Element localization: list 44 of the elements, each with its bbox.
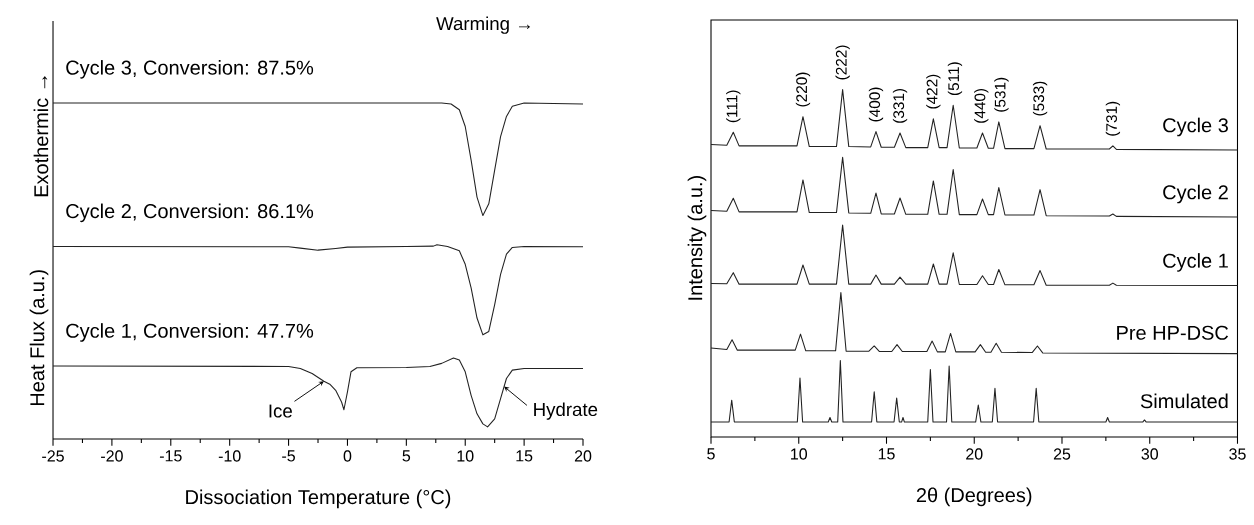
annotation: (422) xyxy=(926,74,941,109)
x-tick-label: 25 xyxy=(1053,448,1071,460)
annotation: (533) xyxy=(1032,81,1048,116)
x-tick-label: -20 xyxy=(101,450,123,462)
annotation: Ice xyxy=(269,404,292,418)
y-axis-title: Intensity (a.u.) xyxy=(687,176,707,300)
annotation: (220) xyxy=(795,72,811,107)
x-tick-label: 20 xyxy=(966,448,983,460)
series-label: Cycle 1 xyxy=(1163,253,1228,272)
x-axis-title: 2θ (Degrees) xyxy=(916,487,1032,507)
x-tick-label: -15 xyxy=(159,450,182,462)
x-tick-label: 15 xyxy=(516,450,533,462)
series-label: Simulated xyxy=(1140,393,1228,409)
annotation: Hydrate xyxy=(534,402,598,420)
x-tick-label: 30 xyxy=(1141,448,1159,460)
x-tick-label: -5 xyxy=(282,450,295,462)
x-tick-label: 10 xyxy=(791,448,808,460)
x-tick-label: -25 xyxy=(42,450,64,462)
series-label: Cycle 2 xyxy=(1163,184,1228,204)
x-tick-label: 5 xyxy=(402,450,411,462)
x-tick-label: 5 xyxy=(707,448,715,460)
series-label: Pre HP-DSC xyxy=(1117,325,1229,340)
x-tick-label: 15 xyxy=(878,448,895,460)
series-label: Cycle 3, Conversion: 87.5% xyxy=(66,60,314,79)
annotation: (331) xyxy=(892,88,908,123)
x-tick-label: 0 xyxy=(343,450,352,462)
series-label: Cycle 1, Conversion: 47.7% xyxy=(66,323,314,342)
annotation: (731) xyxy=(1105,101,1121,136)
x-tick-label: 10 xyxy=(457,450,474,462)
y-axis-title: Heat Flux (a.u.) xyxy=(29,270,49,406)
annotation: (511) xyxy=(947,62,963,96)
text: Exothermic → xyxy=(33,76,49,197)
series-label: Cycle 2, Conversion: 86.1% xyxy=(66,203,314,223)
annotation: (400) xyxy=(868,87,884,122)
series-label: Cycle 3 xyxy=(1163,117,1228,137)
annotation: (111) xyxy=(726,90,741,123)
text: Warming → xyxy=(436,16,531,34)
x-tick-label: 35 xyxy=(1229,448,1246,460)
x-tick-label: -10 xyxy=(218,450,241,462)
annotation: (222) xyxy=(835,45,850,80)
x-axis-title: Dissociation Temperature (°C) xyxy=(186,489,451,509)
annotation: (531) xyxy=(994,77,1009,112)
annotation: (440) xyxy=(974,88,989,123)
x-tick-label: 20 xyxy=(574,450,592,462)
